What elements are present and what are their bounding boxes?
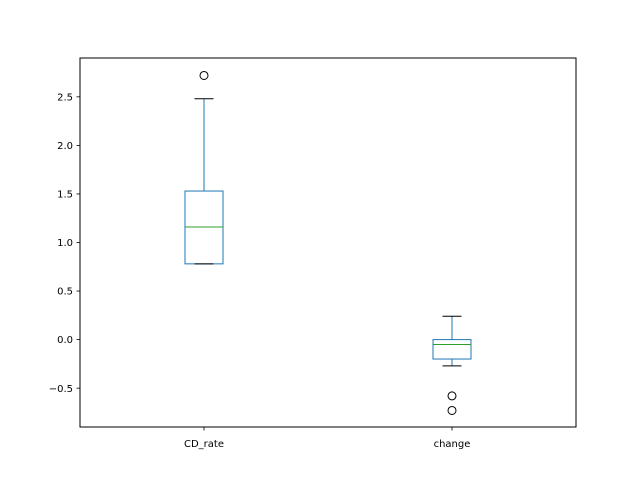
outlier-point xyxy=(447,391,457,401)
x-axis: CD_rate change xyxy=(184,427,470,450)
outlier-point xyxy=(447,405,457,415)
plot-area xyxy=(79,57,577,428)
y-tick-label: 1.0 xyxy=(57,238,73,249)
y-tick-label: 2.0 xyxy=(57,141,73,152)
box xyxy=(432,339,472,360)
outlier-point xyxy=(199,70,209,80)
y-tick-label: −0.5 xyxy=(49,384,73,395)
y-tick-label: 0.5 xyxy=(57,287,73,298)
y-tick-label: 0.0 xyxy=(57,335,73,346)
y-axis: −0.5 0.0 0.5 1.0 1.5 2.0 2.5 xyxy=(49,92,80,395)
y-tick-label: 2.5 xyxy=(57,92,73,103)
x-tick-label: CD_rate xyxy=(184,439,224,450)
x-tick-label: change xyxy=(434,439,471,450)
y-tick-label: 1.5 xyxy=(57,190,73,201)
boxes xyxy=(184,70,472,415)
